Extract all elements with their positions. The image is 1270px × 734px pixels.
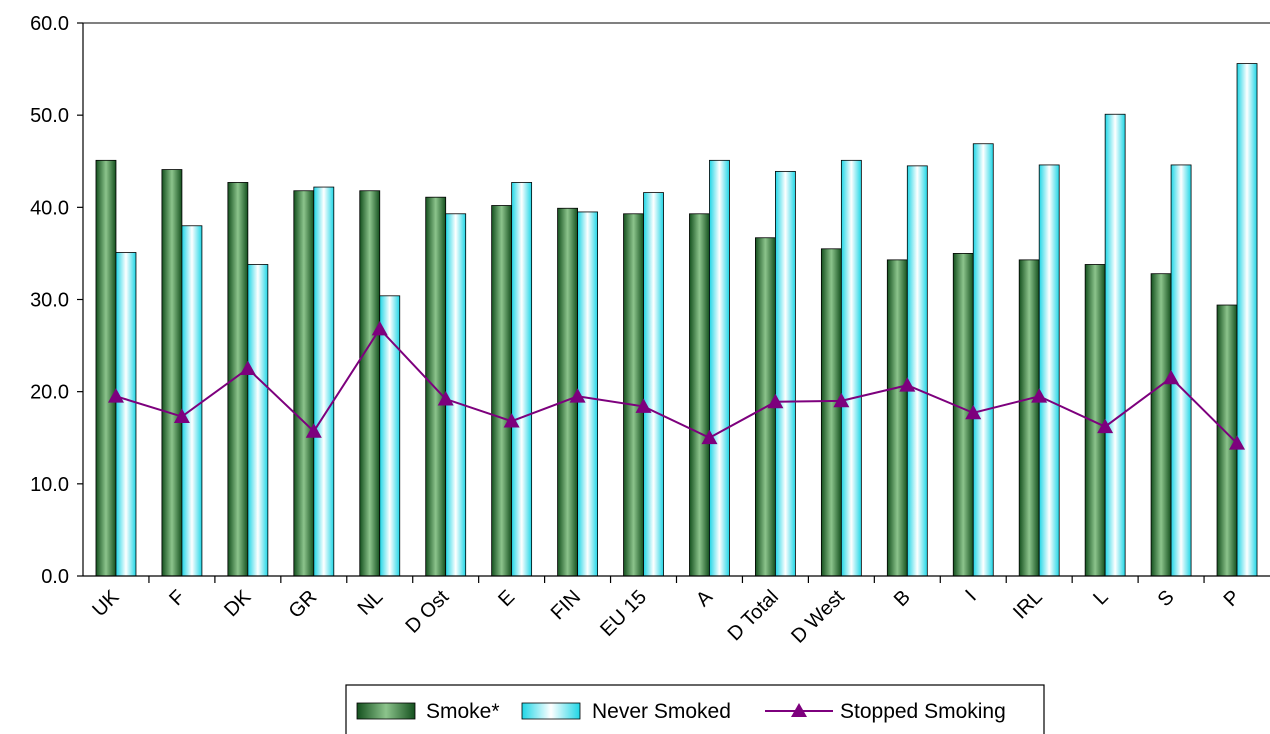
stopped-smoking-marker-a [701, 429, 718, 445]
x-tick-label: DK [220, 586, 256, 622]
legend-label-never-smoked: Never Smoked [592, 700, 731, 723]
stopped-smoking-marker-d-ost [437, 391, 454, 406]
bar-never-smoked-dk [247, 264, 269, 577]
stopped-smoking-marker-gr [305, 423, 322, 438]
stopped-smoking-marker-d-total [767, 393, 784, 409]
bar-smoke-s [1150, 273, 1172, 577]
bar-smoke-nl [359, 190, 381, 577]
x-tick-label: A [692, 586, 717, 611]
x-tick-label: NL [354, 586, 388, 620]
stopped-smoking-marker-d-west [833, 392, 850, 408]
bar-never-smoked-e [511, 182, 533, 577]
x-tick-label: S [1154, 586, 1179, 611]
bar-smoke-d-west [820, 248, 842, 577]
stopped-smoking-marker-s [1163, 369, 1180, 385]
x-tick-label: GR [285, 586, 322, 623]
y-tick-label: 40.0 [30, 197, 69, 219]
bar-never-smoked-d-ost [445, 213, 467, 577]
x-tick-label: I [961, 586, 980, 605]
stopped-smoking-marker-dk [239, 360, 256, 376]
legend-label-stopped-smoking: Stopped Smoking [840, 700, 1006, 723]
stopped-smoking-marker-fin [569, 388, 586, 403]
y-tick-label: 50.0 [30, 105, 69, 127]
stopped-smoking-marker-irl [1031, 388, 1048, 403]
stopped-smoking-marker-e [503, 413, 520, 428]
bar-never-smoked-a [709, 159, 730, 577]
bar-never-smoked-d-total [775, 170, 796, 577]
bar-smoke-gr [293, 190, 315, 577]
y-tick-label: 60.0 [30, 13, 69, 35]
stopped-smoking-marker-i [965, 404, 982, 420]
y-tick-label: 10.0 [30, 474, 69, 496]
y-tick-label: 30.0 [30, 290, 69, 312]
bar-never-smoked-uk [115, 252, 137, 577]
bar-smoke-a [689, 213, 710, 577]
x-tick-label: P [1220, 586, 1245, 611]
legend-swatch-smoke [356, 702, 416, 720]
bar-never-smoked-eu-15 [643, 192, 664, 577]
stopped-smoking-marker-l [1097, 418, 1114, 434]
y-tick-label: 0.0 [41, 566, 69, 588]
bar-never-smoked-b [906, 165, 928, 577]
bar-never-smoked-i [972, 143, 994, 577]
legend-box [345, 684, 1045, 734]
x-tick-label: D Ost [402, 586, 454, 638]
bar-smoke-fin [557, 207, 578, 577]
legend-swatch-stopped-smoking-marker [791, 703, 807, 717]
stopped-smoking-marker-uk [107, 388, 124, 403]
bar-smoke-d-ost [425, 196, 447, 577]
bars [95, 63, 1258, 577]
bar-smoke-dk [227, 182, 249, 577]
bar-never-smoked-p [1236, 63, 1258, 577]
stopped-smoking-marker-nl [371, 320, 388, 336]
bar-never-smoked-f [181, 225, 203, 577]
x-tick-label: L [1089, 586, 1112, 609]
x-tick-label: F [165, 586, 189, 610]
x-tick-label: UK [88, 586, 124, 622]
x-tick-label: D West [787, 586, 849, 648]
bar-smoke-l [1084, 264, 1106, 577]
stopped-smoking-marker-p [1229, 435, 1246, 450]
bar-smoke-b [886, 259, 908, 577]
x-tick-label: B [890, 586, 915, 611]
x-tick-label: EU 15 [596, 586, 651, 641]
legend-label-smoke: Smoke* [426, 700, 500, 723]
bar-never-smoked-gr [313, 186, 335, 577]
bar-never-smoked-nl [379, 295, 401, 577]
bar-never-smoked-irl [1038, 164, 1060, 577]
stopped-smoking-polyline [115, 327, 1238, 444]
x-tick-label: FIN [547, 586, 585, 624]
legend: Smoke* Never Smoked Stopped Smoking [345, 684, 1045, 734]
stopped-smoking-line [107, 320, 1246, 450]
x-tick-label: E [494, 586, 519, 611]
x-tick-label: D Total [724, 586, 783, 645]
stopped-smoking-marker-b [899, 377, 916, 392]
bar-smoke-uk [95, 159, 117, 577]
bar-never-smoked-l [1104, 113, 1126, 577]
bar-never-smoked-s [1170, 164, 1192, 577]
y-axis: 0.0 10.0 20.0 30.0 40.0 50.0 60.0 [30, 13, 84, 588]
y-tick-label: 20.0 [30, 382, 69, 404]
x-tick-label: IRL [1009, 586, 1047, 624]
bar-smoke-f [161, 169, 183, 577]
bar-never-smoked-d-west [840, 159, 862, 577]
legend-swatch-never-smoked [521, 702, 581, 720]
bar-smoke-irl [1018, 259, 1040, 577]
x-axis: UK F DK GR NL D Ost E FIN EU 15 A D Total D West B I I… [83, 575, 1270, 648]
bar-smoke-eu-15 [623, 213, 644, 577]
stopped-smoking-marker-eu-15 [635, 398, 652, 413]
stopped-smoking-marker-f [173, 408, 190, 423]
bar-smoke-e [491, 205, 513, 577]
